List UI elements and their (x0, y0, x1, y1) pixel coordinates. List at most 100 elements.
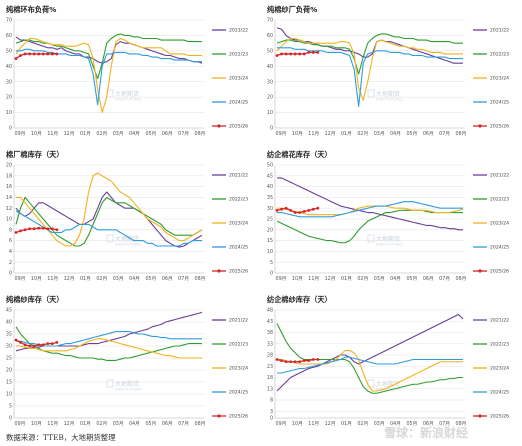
series-point-2025-26 (19, 341, 22, 344)
x-tick-label: 01月 (341, 131, 352, 137)
y-tick-label: 40 (267, 64, 273, 70)
series-point-2025-26 (311, 207, 315, 211)
series-line-2025-26 (276, 51, 318, 57)
y-tick-label: 13 (267, 386, 273, 392)
series-line-2025-26 (276, 207, 318, 214)
x-tick-label: 03月 (374, 131, 385, 137)
y-tick-label: 50 (267, 48, 273, 54)
legend-label-2022-23: 2022/23 (490, 52, 509, 58)
chart-title: 纺企棉花库存（天） (267, 150, 332, 159)
x-tick-label: 07月 (439, 131, 450, 137)
x-tick-label: 09月 (276, 131, 287, 137)
x-tick-label: 09月 (15, 131, 26, 137)
legend-label-2022-23: 2022/23 (229, 197, 248, 203)
series-point-2025-26 (289, 360, 293, 364)
y-tick-label: 20 (6, 95, 12, 101)
legend-label-2022-23: 2022/23 (490, 197, 509, 203)
series-point-2025-26 (46, 342, 50, 345)
series-point-2025-26 (41, 226, 45, 230)
x-tick-label: 08月 (195, 276, 206, 282)
x-tick-label: 03月 (113, 276, 124, 282)
chart-fabric-load: 纯棉环布负荷% 0 10 20 30 40 50 60 70 09月 10月 11月 12月 01月 02月… (6, 5, 248, 137)
legend-label-2023-24: 2023/24 (229, 76, 248, 82)
series-point-2025-26 (23, 343, 27, 347)
series-line-2021-22 (276, 27, 463, 64)
y-tick-label: 45 (6, 308, 12, 314)
legend-label-2025-26: 2025/26 (490, 414, 509, 420)
legend-label-2021-22: 2021/22 (229, 28, 248, 34)
x-tick-label: 06月 (423, 276, 434, 282)
x-tick-label: 06月 (162, 131, 173, 137)
legend-label-2023-24: 2023/24 (229, 366, 248, 372)
x-tick-label: 05月 (406, 421, 417, 427)
series-line-2023-24 (276, 37, 463, 101)
x-tick-label: 10月 (31, 131, 42, 137)
series-point-2025-26 (302, 52, 306, 56)
watermark-logo (367, 89, 375, 98)
x-tick-label: 06月 (423, 421, 434, 427)
series-line-2021-22 (277, 177, 463, 231)
x-tick-label: 05月 (145, 131, 156, 137)
series-point-2025-26 (14, 231, 18, 234)
x-tick-label: 01月 (341, 276, 352, 282)
legend-marker-2025-26 (217, 269, 221, 273)
y-tick-label: 20 (6, 368, 12, 374)
y-tick-label: 15 (267, 238, 273, 244)
x-tick-label: 05月 (145, 276, 156, 282)
legend-label-2025-26: 2025/26 (229, 269, 248, 275)
x-tick-label: 05月 (406, 276, 417, 282)
series-point-2025-26 (32, 52, 36, 56)
x-tick-label: 03月 (113, 131, 124, 137)
legend-label-2024-25: 2024/25 (229, 245, 248, 251)
legend-marker-2025-26 (478, 269, 482, 273)
x-tick-label: 06月 (162, 276, 173, 282)
legend-marker-2025-26 (217, 124, 221, 128)
x-tick-label: 09月 (15, 421, 26, 427)
y-tick-label: 30 (267, 79, 273, 85)
x-tick-label: 10月 (292, 421, 303, 427)
series-point-2025-26 (32, 344, 36, 348)
chart-yarn-inventory: 纯棉纱库存（天） 0 5 10 15 20 25 30 35 40 45 09月 10月 11月 12月 01… (6, 295, 248, 427)
legend-label-2022-23: 2022/23 (229, 52, 248, 58)
series-point-2025-26 (284, 206, 288, 210)
x-tick-label: 04月 (390, 421, 401, 427)
legend-label-2025-26: 2025/26 (229, 414, 248, 420)
y-tick-label: 0 (270, 416, 273, 422)
y-tick-label: 48 (267, 308, 273, 314)
series-line-2023-24 (16, 338, 202, 359)
series-point-2025-26 (293, 52, 297, 56)
y-tick-label: 5 (270, 260, 273, 266)
series-point-2025-26 (37, 52, 41, 56)
series-point-2025-26 (55, 228, 59, 232)
x-tick-label: 02月 (96, 131, 107, 137)
y-tick-label: 8 (9, 227, 12, 233)
y-tick-label: 8 (270, 398, 273, 404)
series-point-2025-26 (41, 52, 45, 56)
legend-label-2024-25: 2024/25 (490, 390, 509, 396)
legend-label-2021-22: 2021/22 (229, 318, 248, 324)
legend-label-2022-23: 2022/23 (490, 342, 509, 348)
x-tick-label: 07月 (439, 421, 450, 427)
series-point-2025-26 (55, 341, 59, 344)
series-point-2025-26 (50, 52, 54, 56)
series-point-2025-26 (302, 210, 306, 213)
x-tick-label: 08月 (195, 131, 206, 137)
chart-panel-cotton-mill-inventory: 棉厂棉库存（天） 0 2 4 6 8 10 12 14 16 18 20 09月 10月 11月 12月 01月… (0, 145, 261, 290)
y-tick-label: 6 (9, 238, 12, 244)
watermark-name: 大地期货 (115, 380, 139, 388)
x-tick-label: 02月 (96, 421, 107, 427)
series-line-2025-26 (15, 53, 57, 60)
series-point-2025-26 (28, 227, 32, 231)
series-point-2025-26 (280, 359, 283, 363)
y-tick-label: 2 (9, 260, 12, 266)
x-tick-label: 07月 (178, 421, 189, 427)
x-tick-label: 04月 (390, 276, 401, 282)
legend-marker-2025-26 (478, 124, 482, 128)
series-point-2025-26 (50, 342, 54, 345)
x-tick-label: 10月 (292, 276, 303, 282)
chart-title: 纯棉环布负荷% (6, 5, 56, 14)
series-point-2025-26 (41, 343, 45, 347)
y-tick-label: 10 (6, 217, 12, 223)
series-line-2023-24 (277, 349, 463, 392)
y-tick-label: 35 (6, 332, 12, 338)
